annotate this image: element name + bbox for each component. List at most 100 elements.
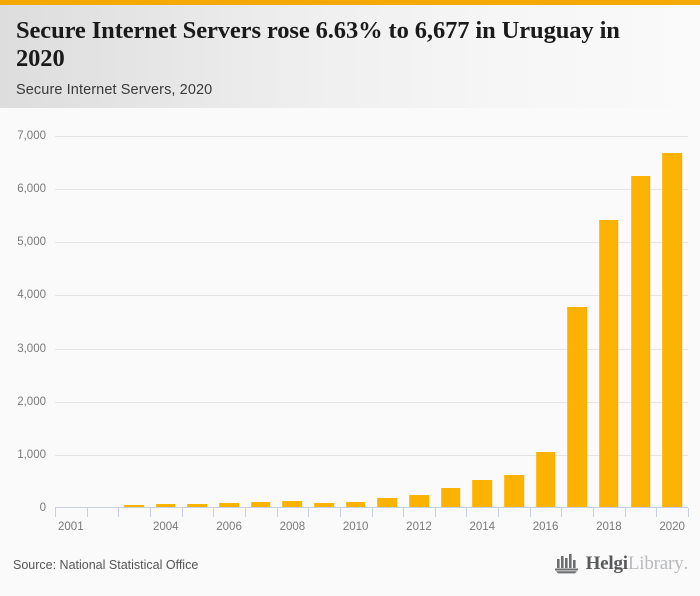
x-axis-tick (529, 508, 531, 517)
x-axis-tick (593, 508, 595, 517)
page-title: Secure Internet Servers rose 6.63% to 6,… (16, 17, 620, 72)
bar-2020[interactable] (662, 153, 682, 508)
x-axis-tick (213, 508, 215, 517)
y-axis-tick-label: 0 (39, 502, 46, 514)
chart-canvas: 0 1,000 2,000 3,000 4,000 5,000 6,000 7,000 200… (0, 108, 700, 540)
y-axis-tick-label: 7,000 (17, 130, 46, 142)
bar-2008[interactable] (282, 500, 303, 508)
bar-series (55, 136, 688, 508)
x-axis-tick-label: 2010 (342, 521, 369, 533)
x-axis-tick (466, 508, 468, 517)
logo-library-text: Library (627, 552, 684, 574)
y-axis-tick-label: 6,000 (17, 183, 46, 196)
x-axis-tick (339, 508, 341, 517)
bar-slot (150, 136, 182, 508)
x-axis-tick (624, 508, 626, 517)
y-axis-tick-label: 2,000 (17, 395, 46, 408)
bar-slot (340, 136, 372, 508)
y-axis-tick-label: 3,000 (17, 342, 46, 355)
x-axis-tick (688, 508, 689, 517)
y-axis-tick-label: 1,000 (17, 448, 46, 461)
x-axis-tick (55, 508, 56, 517)
bar-slot (656, 136, 688, 508)
bar-slot (530, 136, 562, 508)
bar-2011[interactable] (377, 498, 398, 508)
bar-2013[interactable] (440, 488, 461, 508)
bar-slot (372, 136, 404, 508)
bar-2010[interactable] (345, 502, 366, 508)
x-axis-tick-label: 2014 (469, 521, 496, 533)
bar-slot (435, 136, 467, 508)
bar-slot (561, 136, 593, 508)
bar-2017[interactable] (567, 306, 588, 508)
logo-dot: . (683, 552, 688, 574)
bar-slot (277, 136, 309, 508)
x-axis-tick-label: 2016 (532, 521, 559, 533)
gridline (55, 242, 688, 244)
bar-2018[interactable] (599, 219, 619, 508)
logo-wordmark: Helgi Library. (585, 552, 689, 574)
x-axis-tick (434, 508, 436, 517)
gridline (55, 295, 688, 297)
logo-helgi-text: Helgi (585, 552, 628, 574)
x-axis-tick (118, 508, 120, 517)
gridline (55, 189, 688, 191)
page-subtitle: Secure Internet Servers, 2020 (16, 82, 213, 98)
bar-slot (625, 136, 657, 508)
bar-slot (245, 136, 277, 508)
x-axis-tick-label: 2012 (406, 521, 432, 533)
x-axis-tick-label: 2004 (152, 521, 179, 533)
bar-2005[interactable] (187, 504, 208, 508)
y-axis-tick-label: 4,000 (17, 289, 46, 302)
bar-2004[interactable] (155, 504, 176, 508)
helgi-library-mark-icon (554, 554, 578, 574)
bar-slot (498, 136, 530, 508)
x-axis-tick (308, 508, 310, 517)
bar-2009[interactable] (314, 502, 334, 508)
x-axis-tick-label: 2001 (58, 521, 84, 533)
bar-2003[interactable] (124, 504, 144, 508)
bar-2007[interactable] (250, 501, 271, 508)
x-axis-tick-label: 2008 (279, 521, 306, 533)
y-axis-tick-label: 5,000 (17, 236, 46, 249)
bar-slot (118, 136, 150, 508)
x-axis-tick (656, 508, 658, 517)
helgi-library-logo[interactable]: Helgi Library. (554, 552, 688, 574)
x-axis-tick (276, 508, 278, 517)
bar-slot (308, 136, 340, 508)
bar-2006[interactable] (219, 503, 239, 508)
bar-2015[interactable] (504, 474, 524, 508)
gridline (55, 348, 688, 350)
bar-slot (466, 136, 498, 508)
x-axis-tick-label: 2018 (596, 521, 622, 533)
bar-slot (403, 136, 435, 508)
x-axis-tick (181, 508, 183, 517)
bar-slot (182, 136, 214, 508)
source-note: Source: National Statistical Office (13, 558, 199, 572)
bar-slot (87, 136, 119, 508)
x-axis-tick (403, 508, 405, 517)
bar-2016[interactable] (535, 452, 556, 508)
bar-slot (55, 136, 87, 508)
x-axis-tick (561, 508, 563, 517)
bar-2014[interactable] (472, 480, 493, 508)
gridline (55, 401, 688, 403)
x-axis-tick (498, 508, 500, 517)
x-axis-line (55, 507, 688, 508)
chart-footer: Source: National Statistical Office Helg… (0, 540, 700, 596)
bar-slot (593, 136, 625, 508)
x-axis-tick (86, 508, 88, 517)
gridline (55, 136, 688, 137)
x-axis-tick (371, 508, 373, 517)
bar-slot (213, 136, 245, 508)
top-accent-rule (0, 0, 700, 5)
plot-area (55, 136, 688, 508)
bar-2019[interactable] (630, 175, 651, 508)
gridline (55, 454, 688, 456)
chart-header: Secure Internet Servers rose 6.63% to 6,… (0, 5, 700, 108)
x-axis-tick (149, 508, 151, 517)
x-axis-tick-label: 2006 (216, 521, 242, 533)
bar-2012[interactable] (409, 494, 429, 508)
x-axis-tick (244, 508, 246, 517)
